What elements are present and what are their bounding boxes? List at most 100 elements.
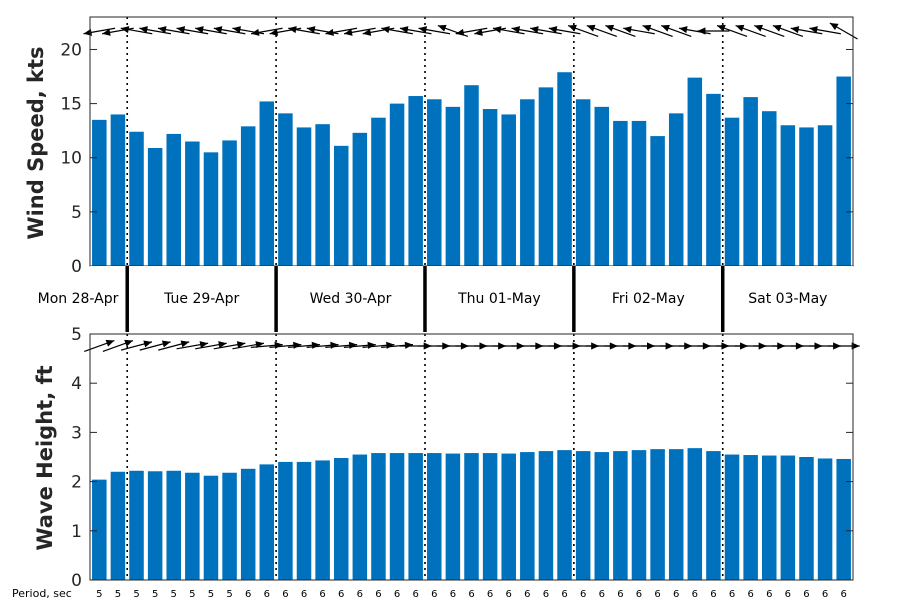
wave-bar <box>315 460 330 580</box>
period-value: 6 <box>412 589 418 600</box>
arrow-head <box>139 26 148 34</box>
wave-bar <box>501 453 516 580</box>
wind-bar <box>799 127 814 266</box>
arrow-head <box>176 26 186 34</box>
wind-bar <box>240 126 256 266</box>
wind-bar <box>631 120 647 266</box>
wave-direction-arrow <box>102 339 134 353</box>
arrow-head <box>455 28 465 36</box>
wind-direction-arrow <box>455 27 488 36</box>
wind-bar <box>687 77 703 266</box>
period-value: 5 <box>189 589 195 600</box>
wave-bar <box>427 453 442 580</box>
wind-bar <box>557 72 572 266</box>
wind-bar <box>668 113 684 266</box>
wind-bar <box>520 99 535 266</box>
wave-direction-arrow <box>827 342 860 350</box>
wave-bar <box>147 471 163 580</box>
wave-direction-arrow <box>213 341 246 350</box>
period-value: 5 <box>96 589 102 600</box>
period-value: 6 <box>357 589 363 600</box>
day-label: Fri 02-May <box>612 291 685 307</box>
wind-direction-arrow <box>176 26 209 35</box>
wave-bar <box>650 449 665 580</box>
period-value: 6 <box>394 589 400 600</box>
arrow-head <box>143 340 152 348</box>
wind-direction-arrow <box>157 26 190 35</box>
wind-direction-arrow <box>809 26 841 35</box>
wave-bar <box>631 450 647 580</box>
arrow-head <box>269 28 279 36</box>
wind-speed-panel: 0 5 10 15 20 <box>60 16 858 277</box>
arrow-head <box>195 26 204 34</box>
arrow-head <box>851 342 860 350</box>
wind-bar <box>836 76 851 266</box>
period-value: 6 <box>617 589 623 600</box>
wave-bar <box>594 452 610 580</box>
wave-direction-arrow <box>158 340 190 351</box>
wave-bar <box>333 457 349 580</box>
wind-direction-arrow <box>399 26 432 35</box>
arrow-head <box>120 26 130 34</box>
wave-bar <box>575 451 591 580</box>
wind-direction-arrow <box>567 24 599 38</box>
wind-bar <box>371 117 386 266</box>
wind-bar <box>445 106 461 266</box>
wave-bar <box>92 479 107 580</box>
wave-direction-arrow <box>195 341 227 350</box>
wind-direction-arrow <box>288 26 320 35</box>
wind-direction-arrow <box>642 24 673 38</box>
period-value: 6 <box>580 589 586 600</box>
wind-bar <box>575 99 591 266</box>
wave-axes-box <box>89 333 854 581</box>
wind-bar <box>538 87 554 266</box>
wave-y-tick-label: 4 <box>71 374 82 394</box>
wind-direction-arrow <box>250 27 283 36</box>
period-value: 6 <box>710 589 716 600</box>
period-value: 5 <box>115 589 121 600</box>
wind-bar <box>594 106 610 266</box>
wave-bar <box>538 451 554 580</box>
arrow-head <box>218 341 227 349</box>
wind-direction-arrow <box>381 26 413 35</box>
wind-bar <box>613 120 628 266</box>
wind-bar <box>817 125 833 267</box>
period-value: 6 <box>338 589 344 600</box>
wave-height-panel: 0 1 2 3 4 5 <box>71 325 860 591</box>
wave-bar <box>799 457 814 580</box>
period-value: 6 <box>450 589 456 600</box>
arrow-head <box>362 28 372 36</box>
wind-bar <box>743 97 758 267</box>
wave-y-tick-label: 3 <box>71 423 82 443</box>
arrow-head <box>83 28 93 36</box>
arrow-head <box>251 28 260 36</box>
wind-bar <box>780 125 796 267</box>
arrow-head <box>661 24 670 32</box>
period-value: 5 <box>226 589 232 600</box>
period-value: 6 <box>506 589 512 600</box>
wind-bar <box>259 101 275 266</box>
wind-bar <box>706 93 721 266</box>
period-value: 6 <box>599 589 605 600</box>
wind-direction-arrow <box>605 24 636 38</box>
arrow-head <box>232 26 241 34</box>
wind-direction-arrow <box>511 26 544 35</box>
wind-y-axis-label: Wind Speed, kts <box>24 46 48 239</box>
wind-bar <box>147 147 163 266</box>
wave-bar <box>278 461 293 580</box>
wind-bar <box>333 145 349 266</box>
arrow-head <box>161 340 171 348</box>
wind-direction-arrow <box>343 27 376 36</box>
wind-bar <box>315 124 330 267</box>
period-value: 6 <box>487 589 493 600</box>
arrow-head <box>381 26 390 34</box>
wave-y-tick-label: 0 <box>71 571 82 591</box>
period-value: 6 <box>245 589 251 600</box>
wave-bar <box>482 453 498 580</box>
wave-direction-arrow <box>84 339 115 353</box>
arrow-head <box>105 339 115 347</box>
period-value: 5 <box>152 589 158 600</box>
arrow-head <box>530 26 539 34</box>
wave-bar <box>445 453 461 580</box>
wave-bar <box>464 453 479 580</box>
